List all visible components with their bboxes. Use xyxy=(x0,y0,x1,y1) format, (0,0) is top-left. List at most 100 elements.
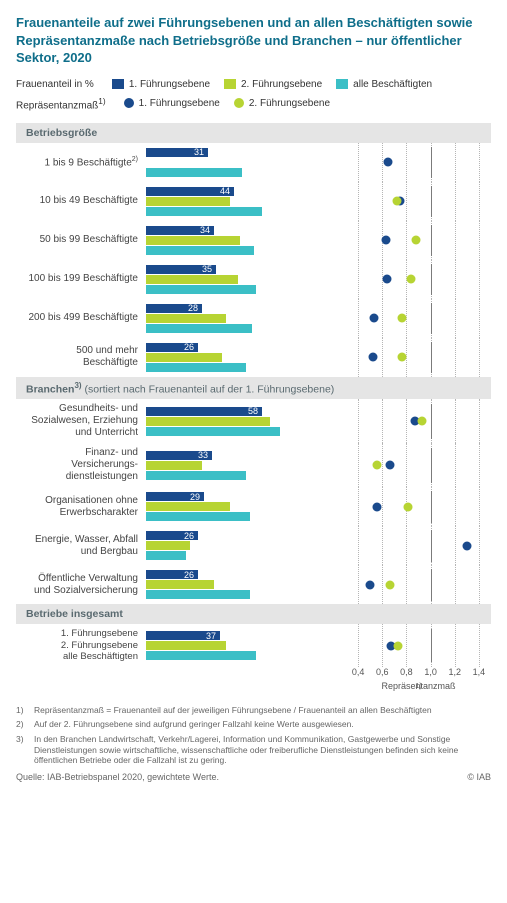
bar-fe2 xyxy=(146,580,346,589)
legend-dot-r1 xyxy=(124,98,134,108)
bar-fe2 xyxy=(146,641,346,650)
section-head: Betriebe insgesamt xyxy=(16,604,491,624)
bar-all xyxy=(146,590,346,599)
axis-tick: 1,2 xyxy=(448,667,461,677)
section-plot: 1 bis 9 Beschäftigte2)31 10 bis 49 Beschä… xyxy=(16,143,491,377)
row-dots xyxy=(346,143,491,182)
legend-text-all: alle Beschäftigten xyxy=(353,79,432,90)
legend-text-r2: 2. Führungsebene xyxy=(249,98,330,109)
chart-body: Betriebsgröße1 bis 9 Beschäftigte2)31 10 … xyxy=(16,123,491,667)
bar-fe2 xyxy=(146,158,346,167)
row-label: 10 bis 49 Beschäftigte xyxy=(16,182,146,221)
row-bars: 37 xyxy=(146,624,346,666)
dot-r2 xyxy=(412,236,421,245)
dot-axis-title: Repräsentanzmaß1) xyxy=(346,681,491,695)
bar-fe1: 31 xyxy=(146,148,346,157)
bar-all xyxy=(146,324,346,333)
footnotes: 1)Repräsentanzmaß = Frauenanteil auf der… xyxy=(16,705,491,766)
footnote: 3)In den Branchen Landwirtschaft, Verkeh… xyxy=(16,734,491,766)
bar-all xyxy=(146,427,346,436)
chart-title: Frauenanteile auf zwei Führungsebenen un… xyxy=(16,14,491,67)
row-bars: 29 xyxy=(146,487,346,526)
row-bars: 44 xyxy=(146,182,346,221)
dot-r1 xyxy=(368,353,377,362)
row-bars: 35 xyxy=(146,260,346,299)
legend-rep: Repräsentanzmaß1) 1. Führungsebene 2. Fü… xyxy=(16,96,491,111)
row-dots xyxy=(346,221,491,260)
bar-fe1: 26 xyxy=(146,531,346,540)
row-label: 500 und mehr Beschäftigte xyxy=(16,338,146,377)
legend-item-r2: 2. Führungsebene xyxy=(234,98,330,109)
row-bars: 26 xyxy=(146,526,346,565)
row-label: 200 bis 499 Beschäftigte xyxy=(16,299,146,338)
row-dots xyxy=(346,299,491,338)
legend-swatch-fe1 xyxy=(112,79,124,89)
row-dots xyxy=(346,338,491,377)
bar-all xyxy=(146,285,346,294)
section-plot: Gesundheits- und Sozialwesen, Erziehung … xyxy=(16,399,491,604)
dot-r1 xyxy=(373,502,382,511)
row-bars: 34 xyxy=(146,221,346,260)
bar-fe1: 37 xyxy=(146,631,346,640)
bar-fe2 xyxy=(146,353,346,362)
bar-fe1: 34 xyxy=(146,226,346,235)
legend-swatch-fe2 xyxy=(224,79,236,89)
legend-percent-label: Frauenanteil in % xyxy=(16,79,94,90)
dot-r2 xyxy=(385,580,394,589)
row-dots xyxy=(346,399,491,443)
dot-r2 xyxy=(393,641,402,650)
legend-percent: Frauenanteil in % 1. Führungsebene 2. Fü… xyxy=(16,79,491,90)
row-bars: 58 xyxy=(146,399,346,443)
row-dots xyxy=(346,182,491,221)
axis-tick: 0,4 xyxy=(352,667,365,677)
legend-text-fe2: 2. Führungsebene xyxy=(241,79,322,90)
row-bars: 26 xyxy=(146,338,346,377)
row-bars: 28 xyxy=(146,299,346,338)
dot-axis-title-row: Repräsentanzmaß1) xyxy=(16,681,491,695)
bar-fe2 xyxy=(146,275,346,284)
row-label: Organisationen ohne Erwerbscharakter xyxy=(16,487,146,526)
bar-fe2 xyxy=(146,197,346,206)
legend-dot-r2 xyxy=(234,98,244,108)
row-dots xyxy=(346,565,491,604)
bar-fe1: 33 xyxy=(146,451,346,460)
dot-r2 xyxy=(407,275,416,284)
bar-fe1: 29 xyxy=(146,492,346,501)
bar-fe1: 58 xyxy=(146,407,346,416)
legend-item-fe1: 1. Führungsebene xyxy=(112,79,210,90)
bar-fe1: 35 xyxy=(146,265,346,274)
dot-r1 xyxy=(385,461,394,470)
row-label: Öffentliche Verwaltung und Sozialversich… xyxy=(16,565,146,604)
bar-all xyxy=(146,207,346,216)
legend-item-all: alle Beschäftigten xyxy=(336,79,432,90)
legend-text-fe1: 1. Führungsebene xyxy=(129,79,210,90)
dot-r2 xyxy=(397,353,406,362)
row-dots xyxy=(346,443,491,487)
dot-r2 xyxy=(392,197,401,206)
axis-tick: 0,6 xyxy=(376,667,389,677)
bar-fe2 xyxy=(146,461,346,470)
dot-r2 xyxy=(403,502,412,511)
bar-fe2 xyxy=(146,236,346,245)
dot-r1 xyxy=(369,314,378,323)
bar-fe1: 26 xyxy=(146,343,346,352)
bar-fe1: 28 xyxy=(146,304,346,313)
bar-all xyxy=(146,168,346,177)
dot-axis-ticks: 0,40,60,81,01,21,4 xyxy=(346,667,491,681)
bar-fe1: 44 xyxy=(146,187,346,196)
dot-axis: 0,40,60,81,01,21,4 xyxy=(16,667,491,681)
bar-all xyxy=(146,551,346,560)
bar-all xyxy=(146,471,346,480)
bar-fe2 xyxy=(146,417,346,426)
row-label: 50 bis 99 Beschäftigte xyxy=(16,221,146,260)
row-label: 1 bis 9 Beschäftigte2) xyxy=(16,143,146,182)
row-bars: 31 xyxy=(146,143,346,182)
source-left: Quelle: IAB-Betriebspanel 2020, gewichte… xyxy=(16,772,219,782)
legend-swatch-all xyxy=(336,79,348,89)
legend-item-fe2: 2. Führungsebene xyxy=(224,79,322,90)
footnote: 2)Auf der 2. Führungsebene sind aufgrund… xyxy=(16,719,491,730)
dot-r1 xyxy=(383,275,392,284)
source-right: © IAB xyxy=(467,772,491,782)
dot-r1 xyxy=(381,236,390,245)
section-head: Betriebsgröße xyxy=(16,123,491,143)
